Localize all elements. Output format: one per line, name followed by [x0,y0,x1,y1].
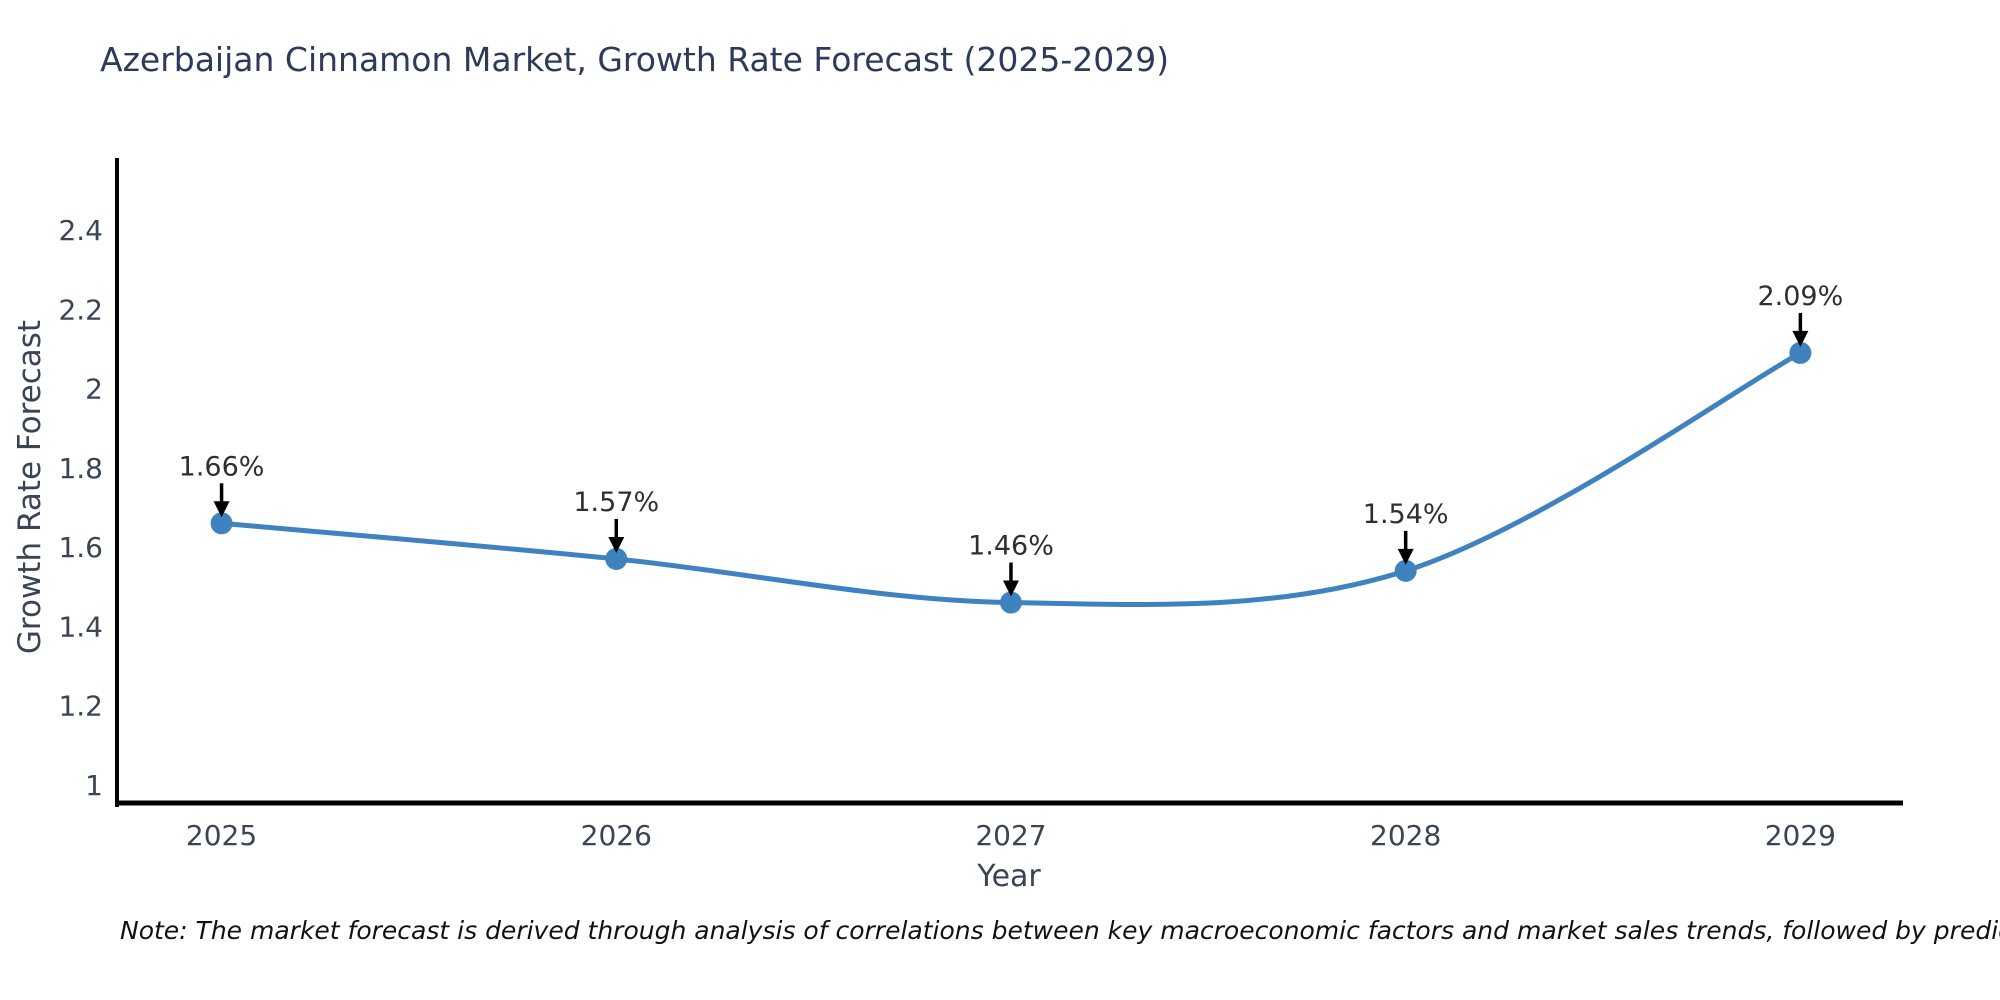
y-tick-label: 2.2 [58,293,103,326]
point-annotation-label: 2.09% [1757,281,1843,312]
point-annotation-label: 1.46% [968,531,1054,562]
y-tick-label: 1.4 [58,610,103,643]
y-tick-label: 1.8 [58,452,103,485]
annotation-arrow-head [1397,548,1414,565]
data-point [210,512,233,535]
y-tick-label: 2 [85,373,103,406]
annotation-arrow-head [213,501,230,518]
data-point [999,591,1022,614]
y-tick-label: 1 [85,769,103,802]
y-tick-label: 2.4 [58,214,103,247]
data-point [1394,559,1417,582]
y-axis-title: Growth Rate Forecast [12,320,48,654]
point-annotation-label: 1.66% [179,451,265,482]
annotation-arrow-head [1002,580,1019,597]
data-point [605,547,628,570]
chart-title: Azerbaijan Cinnamon Market, Growth Rate … [100,40,1170,79]
point-annotation-label: 1.54% [1363,499,1449,530]
point-annotation-label: 1.57% [573,487,659,518]
annotation-arrow-head [1792,330,1809,347]
y-tick-label: 1.2 [58,690,103,723]
x-tick-label: 2027 [975,819,1046,852]
y-tick-label: 1.6 [58,531,103,564]
x-tick-label: 2025 [186,819,257,852]
x-tick-label: 2028 [1370,819,1441,852]
data-point [1789,341,1812,364]
annotation-arrow-head [608,536,625,553]
x-axis-title: Year [976,859,1041,894]
x-tick-label: 2029 [1765,819,1836,852]
footnote: Note: The market forecast is derived thr… [120,916,2000,945]
x-tick-label: 2026 [581,819,652,852]
